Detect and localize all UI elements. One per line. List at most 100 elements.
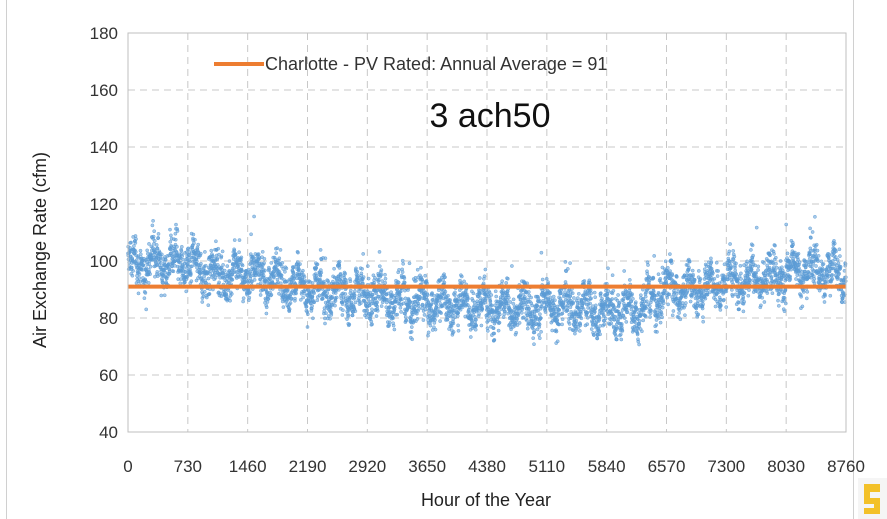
scatter-point: [305, 312, 310, 317]
scatter-point: [515, 316, 520, 321]
scatter-point: [468, 335, 473, 339]
scatter-point: [338, 272, 343, 276]
scatter-point: [334, 295, 339, 300]
scatter-point: [361, 275, 366, 279]
scatter-point: [773, 255, 778, 260]
scatter-point: [398, 305, 403, 310]
legend: Charlotte - PV Rated: Annual Average = 9…: [214, 54, 607, 74]
scatter-point: [683, 295, 688, 300]
scatter-point: [181, 257, 185, 262]
scatter-point: [301, 295, 305, 300]
scatter-point: [592, 333, 596, 337]
scatter-point: [593, 295, 598, 300]
scatter-point: [467, 305, 472, 310]
scatter-point: [403, 311, 408, 316]
scatter-point: [516, 313, 521, 318]
scatter-point: [815, 248, 820, 253]
scatter-point: [739, 271, 743, 276]
scatter-point: [756, 268, 760, 272]
scatter-point: [654, 323, 659, 327]
scatter-point: [400, 258, 405, 263]
x-tick-label: 5110: [529, 457, 566, 476]
scatter-point: [337, 259, 342, 264]
scatter-point: [453, 290, 457, 295]
scatter-point: [527, 306, 531, 311]
x-tick-label: 6570: [648, 457, 686, 476]
scatter-point: [314, 266, 319, 270]
scatter-point: [192, 241, 196, 246]
scatter-point: [804, 296, 809, 301]
scatter-point: [169, 233, 173, 238]
scatter-point: [780, 265, 784, 270]
scatter-point: [152, 229, 157, 234]
scatter-point: [187, 259, 192, 264]
scatter-point: [426, 300, 431, 304]
scatter-point: [443, 289, 448, 294]
scatter-point: [383, 276, 388, 281]
scatter-point: [141, 263, 146, 268]
scatter-point: [433, 327, 438, 332]
scatter-point: [237, 250, 241, 255]
scatter-point: [540, 304, 544, 309]
scatter-point: [251, 255, 255, 260]
scatter-point: [712, 276, 717, 281]
scatter-point: [588, 281, 592, 285]
scatter-point: [593, 309, 597, 314]
scatter-point: [683, 313, 687, 318]
scatter-point: [423, 307, 428, 312]
scatter-point: [228, 298, 232, 303]
scatter-point: [800, 304, 805, 309]
scatter-point: [383, 272, 387, 277]
scatter-point: [379, 304, 384, 308]
scatter-point: [455, 314, 460, 318]
scatter-point: [589, 296, 593, 301]
scatter-point: [154, 243, 159, 247]
scatter-point: [269, 261, 274, 265]
scatter-point: [637, 342, 641, 347]
scatter-point: [767, 265, 772, 270]
scatter-point: [189, 279, 194, 284]
scatter-point: [520, 305, 525, 310]
scatter-point: [797, 271, 802, 276]
scatter-point: [523, 295, 527, 299]
scatter-point: [237, 238, 242, 242]
scatter-point: [432, 321, 437, 325]
scatter-point: [648, 315, 652, 319]
scatter-point: [474, 317, 478, 322]
scatter-point: [644, 299, 649, 304]
scatter-point: [494, 294, 499, 299]
scatter-point: [298, 262, 302, 266]
scatter-point: [293, 296, 297, 301]
scatter-point: [741, 309, 746, 314]
scatter-point: [751, 253, 755, 258]
scatter-point: [750, 243, 755, 248]
scatter-point: [645, 271, 650, 276]
scatter-point: [838, 254, 842, 258]
scatter-point: [434, 303, 439, 308]
scatter-point: [304, 304, 309, 309]
scatter-point: [451, 330, 456, 334]
scatter-point: [479, 323, 484, 328]
scatter-point: [288, 301, 293, 305]
scatter-point: [451, 321, 456, 326]
scatter-point: [830, 277, 835, 281]
scatter-point: [323, 256, 328, 261]
scatter-point: [598, 332, 602, 337]
annotation-label: 3 ach50: [430, 97, 551, 135]
scatter-point: [262, 261, 266, 266]
scatter-point: [773, 243, 777, 248]
scatter-point: [609, 321, 614, 326]
scatter-point: [735, 277, 740, 282]
scatter-point: [184, 289, 189, 294]
scatter-point: [806, 272, 811, 276]
scatter-point: [202, 274, 206, 279]
scatter-point: [568, 261, 572, 265]
scatter-point: [416, 303, 421, 308]
scatter-point: [155, 246, 160, 251]
scatter-point: [665, 295, 670, 300]
scatter-point: [175, 229, 180, 233]
scatter-point: [535, 304, 540, 308]
scatter-point: [311, 316, 315, 321]
scatter-point: [742, 299, 747, 304]
scatter-point: [156, 236, 161, 240]
